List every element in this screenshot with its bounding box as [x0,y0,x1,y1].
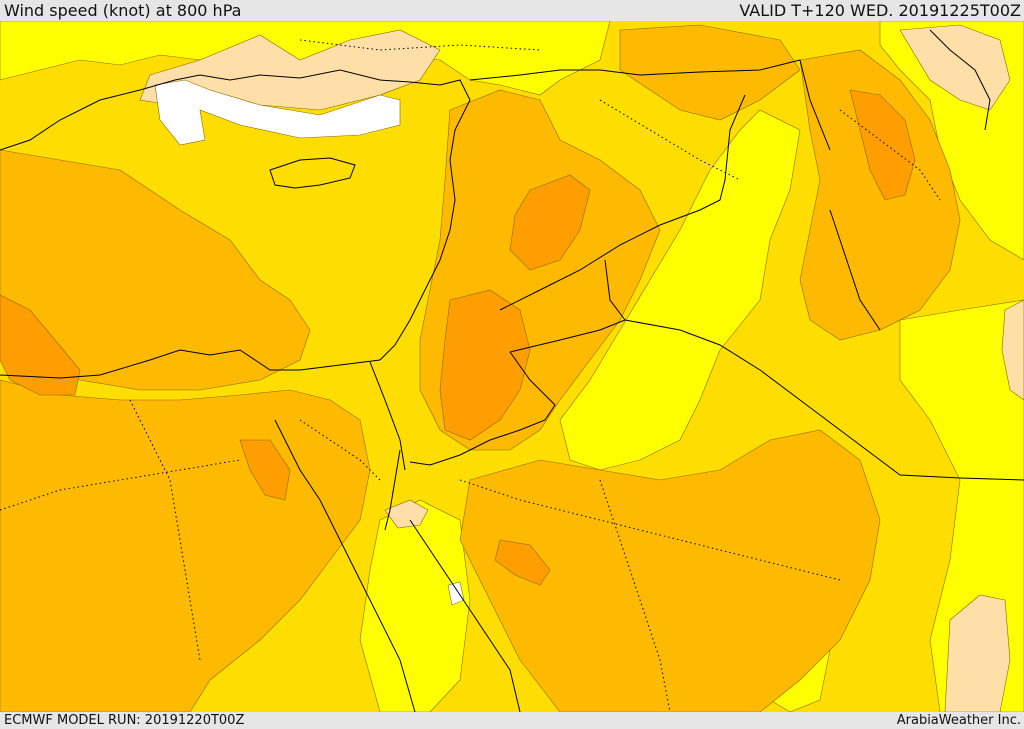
field-lightorange-arabia [459,429,881,712]
coast-cyprus [269,157,356,189]
coast-gulf-aqaba [384,449,401,531]
coast-redsea-east [409,519,521,712]
province-boundaries [0,39,941,712]
field-orange-iran [849,89,916,201]
coast-gulf-suez [274,419,416,712]
field-white-redsea [447,581,465,606]
field-orange-egypt [239,439,291,501]
border-iraq-iran [499,94,746,311]
field-peach-southeast [944,594,1011,712]
field-peach-sinai [384,499,429,529]
field-orange-west [0,294,81,396]
credit-label: ArabiaWeather Inc. [896,713,1021,728]
border-egypt-israel [369,361,406,471]
border-iraq-north [469,59,801,81]
wind-speed-map[interactable] [0,21,1024,712]
map-title: Wind speed (knot) at 800 hPa [4,1,242,20]
coast-caspian [929,29,991,131]
footer-bar: ECMWF MODEL RUN: 20191220T00Z ArabiaWeat… [0,712,1024,729]
coastlines [0,29,991,712]
province-egypt-2 [129,399,201,661]
header-bar: Wind speed (knot) at 800 hPa VALID T+120… [0,0,1024,21]
border-iraq-saudi-west [799,59,831,151]
valid-time: VALID T+120 WED. 20191225T00Z [739,1,1021,20]
field-orange-arabia [494,539,551,586]
field-white-turkey [154,79,401,146]
border-jordan [509,259,626,353]
coast-turkey-south [0,69,471,201]
field-peach-caucasus [899,24,1011,111]
field-lightorange-northeast [799,49,961,341]
field-yellow-south [359,499,471,712]
province-sinai [299,419,381,481]
province-iran [839,109,941,201]
province-saudi-2 [599,479,671,712]
coast-egypt-north [0,349,381,379]
province-saudi-1 [459,479,841,581]
country-borders [369,59,1024,481]
field-orange-syria [509,174,591,271]
field-peach-east [1001,299,1024,401]
field-orange-jordan [439,289,531,441]
coast-levant [379,199,456,361]
field-lightorange-north [619,24,801,121]
border-saudi-north [624,319,1024,481]
border-jordan-saudi [409,351,556,466]
model-run: ECMWF MODEL RUN: 20191220T00Z [4,713,245,728]
coast-gulf-persian [829,209,881,331]
